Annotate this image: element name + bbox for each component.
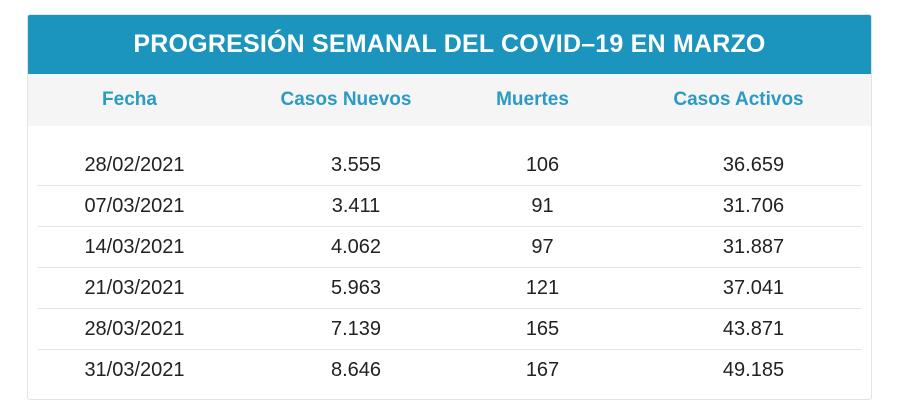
table-row: 28/03/2021 7.139 165 43.871 (38, 309, 861, 350)
cell-fecha: 14/03/2021 (84, 235, 185, 258)
cell-fecha: 28/03/2021 (84, 317, 185, 340)
table-row: 31/03/2021 8.646 167 49.185 (38, 350, 861, 391)
cell-muertes: 165 (525, 317, 560, 340)
cell-fecha: 07/03/2021 (84, 194, 185, 217)
table-row: 07/03/2021 3.411 91 31.706 (38, 186, 861, 227)
cell-casos-activos: 36.659 (722, 153, 785, 176)
cell-casos-activos: 37.041 (722, 276, 785, 299)
column-header-fecha: Fecha (102, 89, 157, 110)
cell-muertes: 97 (531, 235, 554, 258)
cell-casos-nuevos: 3.411 (331, 194, 381, 217)
cell-casos-nuevos: 4.062 (330, 235, 382, 258)
cell-muertes: 91 (531, 194, 554, 217)
cell-casos-activos: 31.887 (722, 235, 785, 258)
table-row: 14/03/2021 4.062 97 31.887 (38, 227, 861, 268)
cell-muertes: 121 (525, 276, 560, 299)
cell-fecha: 31/03/2021 (84, 359, 185, 381)
cell-casos-nuevos: 3.555 (330, 153, 382, 176)
cell-fecha: 21/03/2021 (84, 276, 185, 299)
cell-casos-nuevos: 7.139 (330, 317, 382, 340)
covid-table-card: PROGRESIÓN SEMANAL DEL COVID–19 EN MARZO… (27, 14, 872, 400)
column-header-muertes: Muertes (496, 89, 569, 110)
cell-casos-activos: 49.185 (722, 359, 785, 381)
cell-muertes: 106 (525, 153, 560, 176)
table-body: 28/02/2021 3.555 106 36.659 07/03/2021 3… (28, 126, 871, 391)
column-header-casos-nuevos: Casos Nuevos (280, 89, 412, 110)
cell-muertes: 167 (525, 359, 560, 381)
column-header-casos-activos: Casos Activos (673, 89, 804, 110)
cell-fecha: 28/02/2021 (84, 153, 185, 176)
table-row: 21/03/2021 5.963 121 37.041 (38, 268, 861, 309)
table-row: 28/02/2021 3.555 106 36.659 (38, 145, 861, 186)
cell-casos-activos: 43.871 (722, 317, 785, 340)
table-title: PROGRESIÓN SEMANAL DEL COVID–19 EN MARZO (133, 30, 766, 58)
cell-casos-nuevos: 5.963 (330, 276, 382, 299)
table-header-row: Fecha Casos Nuevos Muertes Casos Activos (28, 74, 871, 126)
title-bar: PROGRESIÓN SEMANAL DEL COVID–19 EN MARZO (28, 15, 871, 74)
cell-casos-activos: 31.706 (722, 194, 785, 217)
cell-casos-nuevos: 8.646 (330, 359, 382, 381)
